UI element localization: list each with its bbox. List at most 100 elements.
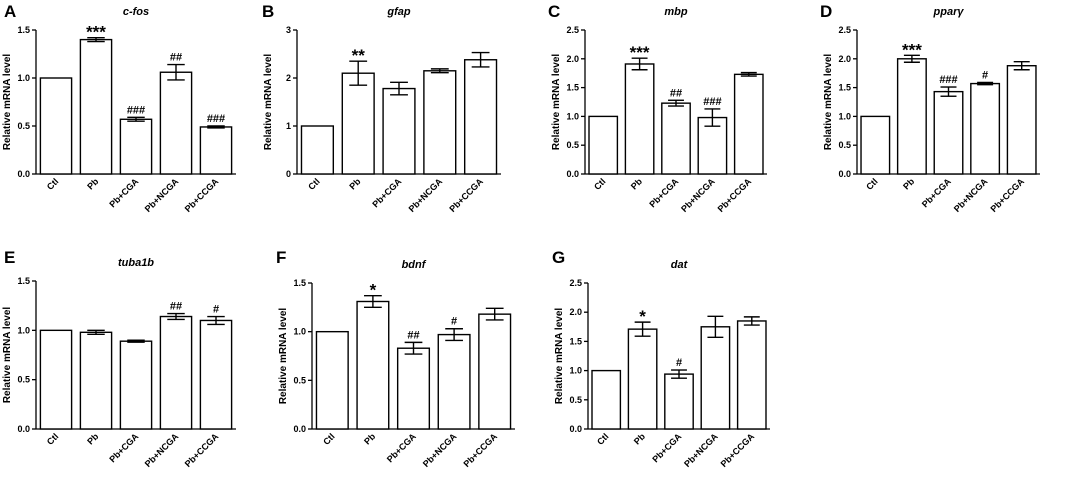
bar-ctl bbox=[591, 369, 622, 430]
bar-pb bbox=[79, 331, 113, 430]
bar-pb-ncga bbox=[970, 82, 1001, 175]
bar-pb bbox=[79, 38, 113, 175]
x-tick-label: Pb+NCGA bbox=[143, 176, 181, 214]
panel-title: pparγ bbox=[933, 6, 965, 18]
panel-title: tuba1b bbox=[118, 257, 154, 269]
bar-pb bbox=[341, 72, 375, 175]
x-tick-label: Pb bbox=[85, 431, 101, 447]
x-tick-label: Pb bbox=[362, 431, 378, 447]
bar-pb bbox=[627, 328, 658, 430]
significance-label: ### bbox=[207, 113, 225, 125]
bar-pb-ccga bbox=[736, 320, 767, 430]
y-tick-label: 1.0 bbox=[17, 325, 30, 335]
x-tick-label: Pb+CGA bbox=[370, 176, 403, 209]
x-tick-label: Pb bbox=[632, 431, 648, 447]
significance-label: ## bbox=[170, 301, 182, 313]
x-tick-label: Pb+CCGA bbox=[461, 431, 499, 469]
x-tick-label: Pb bbox=[629, 176, 645, 192]
x-tick-label: Pb+CCGA bbox=[183, 431, 221, 469]
bar-ctl bbox=[39, 329, 73, 430]
x-tick-label: Pb+NCGA bbox=[421, 431, 459, 469]
x-tick-label: Ctl bbox=[45, 176, 61, 192]
y-axis-label: Relative mRNA level bbox=[2, 54, 13, 151]
y-tick-label: 2 bbox=[286, 73, 291, 83]
y-tick-label: 0.5 bbox=[569, 395, 582, 405]
significance-label: ### bbox=[127, 104, 145, 116]
bar-pb-ccga bbox=[199, 319, 233, 430]
x-tick-label: Pb+NCGA bbox=[679, 176, 717, 214]
panel-letter: C bbox=[548, 2, 560, 21]
x-tick-label: Pb+CCGA bbox=[719, 431, 757, 469]
x-tick-label: Pb+NCGA bbox=[952, 176, 990, 214]
x-tick-label: Pb+CCGA bbox=[447, 176, 485, 214]
x-tick-label: Pb+CGA bbox=[650, 431, 683, 464]
y-tick-label: 0 bbox=[286, 169, 291, 179]
y-axis-label: Relative mRNA level bbox=[551, 54, 562, 151]
y-axis-label: Relative mRNA level bbox=[554, 308, 565, 405]
panel-letter: D bbox=[820, 2, 832, 21]
bar-pb-ccga bbox=[1006, 65, 1037, 175]
y-tick-label: 0.0 bbox=[838, 169, 851, 179]
bar-pb-ncga bbox=[159, 315, 193, 430]
bar-pb-ncga bbox=[437, 333, 471, 430]
x-tick-label: Pb+CGA bbox=[107, 176, 140, 209]
y-tick-label: 1.0 bbox=[17, 73, 30, 83]
x-tick-label: Ctl bbox=[321, 431, 337, 447]
significance-label: ## bbox=[170, 52, 182, 64]
bar-pb-ncga bbox=[700, 326, 731, 430]
significance-label: * bbox=[639, 307, 646, 326]
y-tick-label: 0.5 bbox=[17, 375, 30, 385]
panel-letter: G bbox=[552, 248, 565, 267]
bar-pb-ccga bbox=[199, 126, 233, 175]
x-tick-label: Ctl bbox=[595, 431, 611, 447]
bar-pb-cga bbox=[382, 87, 416, 175]
significance-label: *** bbox=[86, 23, 106, 42]
bar-ctl bbox=[315, 330, 349, 430]
y-tick-label: 3 bbox=[286, 25, 291, 35]
bar-pb-cga bbox=[661, 102, 691, 175]
bar-ctl bbox=[588, 115, 619, 175]
x-tick-label: Pb+CGA bbox=[107, 431, 140, 464]
y-tick-label: 1.5 bbox=[838, 83, 851, 93]
significance-label: # bbox=[451, 316, 457, 328]
x-tick-label: Ctl bbox=[864, 176, 880, 192]
y-tick-label: 1.0 bbox=[569, 366, 582, 376]
x-tick-label: Pb+CGA bbox=[647, 176, 680, 209]
significance-label: ## bbox=[407, 329, 419, 341]
bar-pb-ncga bbox=[697, 116, 728, 175]
bar-pb-ccga bbox=[733, 73, 764, 175]
panel-title: mbp bbox=[664, 6, 688, 18]
bar-pb-cga bbox=[396, 347, 431, 430]
bar-pb-cga bbox=[119, 340, 153, 430]
y-tick-label: 1 bbox=[286, 121, 291, 131]
significance-label: # bbox=[213, 304, 219, 316]
bar-pb bbox=[624, 63, 655, 175]
x-tick-label: Pb bbox=[347, 176, 363, 192]
y-axis-label: Relative mRNA level bbox=[278, 308, 289, 405]
significance-label: * bbox=[370, 281, 377, 300]
y-tick-label: 2.5 bbox=[569, 278, 582, 288]
panel-letter: A bbox=[4, 2, 16, 21]
y-axis-label: Relative mRNA level bbox=[2, 307, 13, 404]
bar-ctl bbox=[300, 125, 335, 175]
panel-title: gfap bbox=[386, 6, 411, 18]
y-axis-label: Relative mRNA level bbox=[263, 54, 274, 151]
x-tick-label: Pb+NCGA bbox=[682, 431, 720, 469]
bar-pb-cga bbox=[119, 118, 153, 175]
bar-pb-ncga bbox=[159, 71, 193, 175]
y-tick-label: 1.5 bbox=[569, 336, 582, 346]
x-tick-label: Pb+CCGA bbox=[988, 176, 1026, 214]
bar-ctl bbox=[39, 77, 73, 175]
y-tick-label: 0.5 bbox=[293, 375, 306, 385]
y-tick-label: 1.5 bbox=[17, 276, 30, 286]
significance-label: # bbox=[676, 357, 682, 369]
panel-title: c-fos bbox=[123, 6, 149, 18]
panel-letter: B bbox=[262, 2, 274, 21]
y-tick-label: 1.5 bbox=[17, 25, 30, 35]
